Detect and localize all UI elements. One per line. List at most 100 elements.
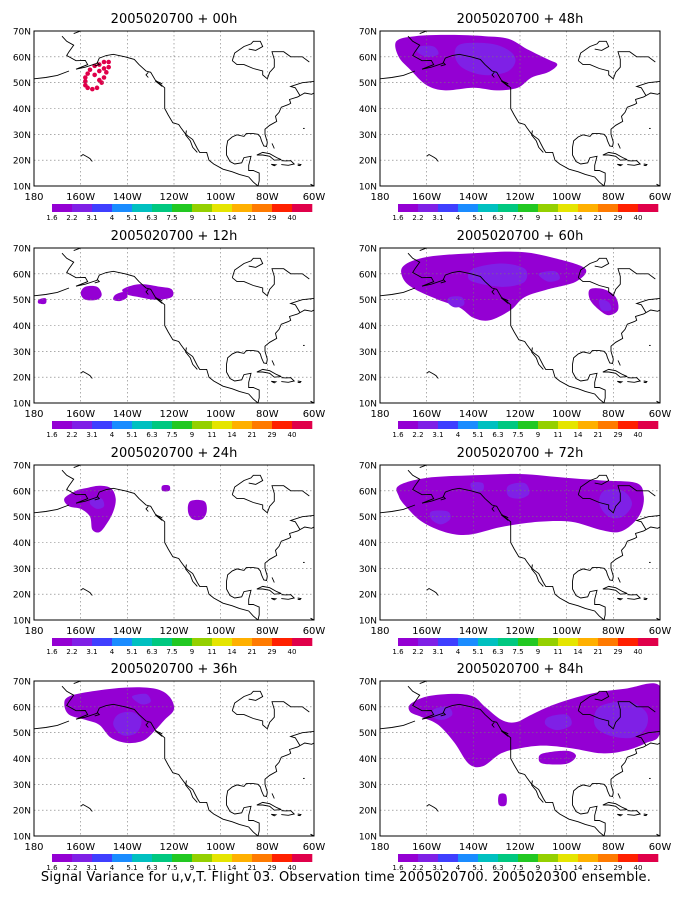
variance-region [416,45,439,57]
colorbar-swatch [72,638,93,646]
colorbar-label: 7.5 [512,214,523,222]
y-tick-label: 10N [13,833,31,843]
y-tick-label: 70N [13,245,31,255]
colorbar-label: 5.1 [126,864,137,872]
observation-point [83,75,88,80]
variance-region [593,701,649,739]
colorbar-swatch [92,638,113,646]
coastline [617,577,621,583]
colorbar-swatch [538,854,559,862]
coastline [145,72,149,78]
colorbar-swatch [72,204,93,212]
colorbar-swatch [498,638,519,646]
colorbar-label: 4 [110,431,115,439]
colorbar-swatch [152,421,173,429]
colorbar-swatch [132,854,153,862]
colorbar-label: 3.1 [86,431,97,439]
y-tick-label: 20N [13,157,31,167]
y-tick-label: 70N [13,462,31,472]
y-tick-label: 20N [359,157,377,167]
colorbar-label: 2.2 [66,864,77,872]
colorbar-swatch [578,854,599,862]
coastline [281,594,296,600]
y-tick-label: 40N [359,539,377,549]
colorbar-swatch [498,421,519,429]
x-tick-label: 100W [206,192,235,203]
coastline [656,183,660,186]
colorbar-label: 6.3 [492,864,503,872]
colorbar-label: 11 [554,431,563,439]
coastline [643,163,648,167]
panel-title: 2005020700 + 24h [111,446,238,461]
map-panel-4: 2005020700 + 60h 10N 20N 30N 40N 50N 60N 70N 180… [359,229,672,439]
coastline [617,793,621,799]
colorbar-label: 14 [228,864,237,872]
colorbar-swatch [558,421,579,429]
y-tick-label: 60N [359,703,377,713]
colorbar-label: 7.5 [166,864,177,872]
variance-region [598,299,612,312]
x-tick-label: 140W [113,626,142,637]
coastline [602,151,628,161]
variance-region [89,497,105,509]
x-tick-label: 60W [649,409,672,420]
variance-region [396,473,644,536]
colorbar-label: 11 [554,214,563,222]
colorbar-label: 29 [614,864,623,872]
colorbar-swatch [418,638,439,646]
colorbar-label: 7.5 [166,431,177,439]
coastline [231,257,264,278]
variance-region [401,251,587,321]
colorbar-swatch [598,421,619,429]
colorbar-label: 21 [248,864,257,872]
x-tick-label: 180 [370,192,389,203]
observation-point [94,85,100,91]
colorbar-swatch [438,854,459,862]
colorbar-label: 2.2 [66,431,77,439]
x-tick-label: 140W [113,842,142,853]
variance-region [544,714,572,731]
y-tick-label: 20N [359,591,377,601]
colorbar-swatch [458,421,479,429]
coastline [297,380,302,384]
coastline [271,793,275,799]
coastline [380,504,416,514]
coastline [501,80,509,87]
x-tick-label: 140W [459,626,488,637]
y-tick-label: 30N [359,131,377,141]
coastline [281,160,296,166]
observation-point [83,79,88,84]
coastline [572,526,660,620]
y-tick-label: 60N [359,270,377,280]
map-area [34,465,314,620]
colorbar-label: 14 [574,431,583,439]
colorbar-swatch [538,421,559,429]
coastline [491,72,495,78]
variance-region [408,683,660,768]
y-tick-label: 30N [359,565,377,575]
coastline [94,711,101,717]
colorbar-label: 11 [554,864,563,872]
coastline [185,564,198,587]
x-tick-label: 100W [206,626,235,637]
colorbar-label: 14 [228,648,237,656]
y-tick-label: 30N [359,348,377,358]
colorbar: 1.6 2.2 3.1 4 5.1 6.3 7.5 9 11 14 21 29 40 [46,638,313,656]
coastline [80,153,93,162]
colorbar-swatch [538,204,559,212]
colorbar-label: 4 [456,648,461,656]
colorbar-label: 29 [268,431,277,439]
colorbar-swatch [558,204,579,212]
colorbar-swatch [192,638,213,646]
variance-region [538,271,560,282]
x-tick-label: 60W [649,626,672,637]
colorbar: 1.6 2.2 3.1 4 5.1 6.3 7.5 9 11 14 21 29 40 [46,204,313,222]
coastline [34,287,70,297]
coastline [226,742,314,836]
colorbar-swatch [132,638,153,646]
coastline [643,597,648,601]
y-tick-label: 40N [13,322,31,332]
coastline [627,160,642,166]
x-tick-label: 180 [370,842,389,853]
coastline [491,506,495,512]
